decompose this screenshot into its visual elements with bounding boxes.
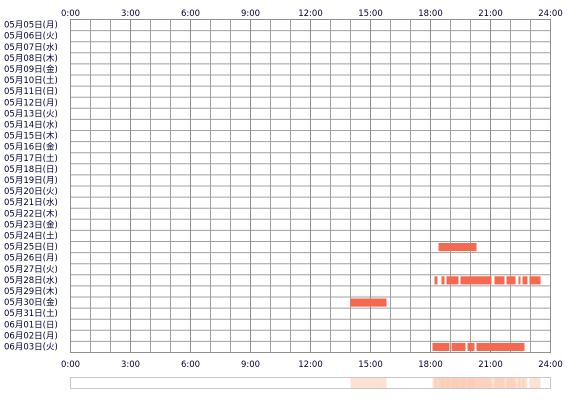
- x-tick-label-bottom: 0:00: [61, 360, 80, 370]
- activity-bar: [438, 243, 477, 252]
- x-tick-label-top: 9:00: [241, 9, 260, 19]
- row-label: 05月08日(木): [4, 53, 58, 64]
- row-label: 05月10日(土): [4, 75, 58, 86]
- summary-bar: [529, 378, 541, 388]
- row-label: 05月23日(金): [4, 219, 58, 230]
- row-label: 05月20日(火): [4, 187, 58, 197]
- x-tick-label-top: 12:00: [298, 9, 323, 19]
- row-label: 05月07日(水): [4, 42, 58, 53]
- row-label: 05月17日(土): [4, 153, 58, 164]
- x-tick-label-top: 15:00: [358, 9, 383, 19]
- row-label: 05月19日(月): [4, 176, 58, 186]
- row-label: 05月31日(土): [4, 308, 58, 319]
- activity-bar: [441, 276, 445, 285]
- summary-bar: [467, 378, 475, 388]
- activity-bar: [494, 276, 505, 285]
- activity-bar: [350, 298, 387, 307]
- activity-bar: [460, 276, 492, 285]
- row-label: 06月01日(日): [4, 320, 58, 330]
- activity-bar: [434, 276, 438, 285]
- summary-bar: [476, 378, 525, 388]
- row-label: 05月29日(木): [4, 286, 58, 297]
- row-label: 05月12日(月): [4, 98, 58, 108]
- activity-bar: [518, 276, 521, 285]
- x-tick-label-bottom: 15:00: [358, 360, 383, 370]
- x-tick-label-bottom: 3:00: [121, 360, 140, 370]
- x-tick-label-bottom: 12:00: [298, 360, 323, 370]
- row-label: 05月11日(日): [4, 87, 58, 97]
- activity-bar: [522, 276, 528, 285]
- summary-bar: [460, 378, 492, 388]
- summary-bar: [451, 378, 466, 388]
- x-tick-label-top: 24:00: [538, 9, 563, 19]
- row-label: 05月22日(木): [4, 208, 58, 219]
- activity-bar: [432, 342, 450, 351]
- x-tick-label-top: 3:00: [121, 9, 140, 19]
- x-tick-label-bottom: 21:00: [478, 360, 503, 370]
- row-label: 05月18日(日): [4, 165, 58, 175]
- row-label: 05月27日(火): [4, 265, 58, 275]
- activity-bar: [446, 276, 459, 285]
- activity-bar: [451, 342, 466, 351]
- row-label: 05月13日(火): [4, 109, 58, 119]
- row-label: 05月09日(金): [4, 64, 58, 75]
- x-tick-label-bottom: 9:00: [241, 360, 260, 370]
- row-label: 05月30日(金): [4, 297, 58, 308]
- x-tick-label-top: 6:00: [181, 9, 200, 19]
- x-tick-label-top: 18:00: [418, 9, 443, 19]
- activity-bar: [529, 276, 541, 285]
- row-label: 05月05日(月): [4, 21, 58, 31]
- activity-bar: [467, 342, 475, 351]
- summary-bar: [350, 378, 387, 388]
- summary-bar: [522, 378, 528, 388]
- row-label: 05月14日(水): [4, 119, 58, 130]
- row-label: 05月21日(水): [4, 197, 58, 208]
- activity-bar: [506, 276, 516, 285]
- activity-bar: [476, 342, 525, 351]
- row-label: 05月15日(木): [4, 131, 58, 142]
- row-label: 06月02日(月): [4, 331, 58, 341]
- row-label: 06月03日(火): [4, 342, 58, 352]
- row-label: 05月26日(月): [4, 254, 58, 264]
- row-label: 05月28日(水): [4, 275, 58, 286]
- summary-bar: [432, 378, 450, 388]
- summary-strip: [70, 377, 551, 389]
- row-label: 05月25日(日): [4, 243, 58, 253]
- x-tick-label-bottom: 24:00: [538, 360, 563, 370]
- x-tick-label-top: 21:00: [478, 9, 503, 19]
- x-tick-label-bottom: 6:00: [181, 360, 200, 370]
- row-label: 05月24日(土): [4, 230, 58, 241]
- x-tick-label-top: 0:00: [61, 9, 80, 19]
- x-tick-label-bottom: 18:00: [418, 360, 443, 370]
- row-label: 05月06日(火): [4, 32, 58, 42]
- row-label: 05月16日(金): [4, 142, 58, 153]
